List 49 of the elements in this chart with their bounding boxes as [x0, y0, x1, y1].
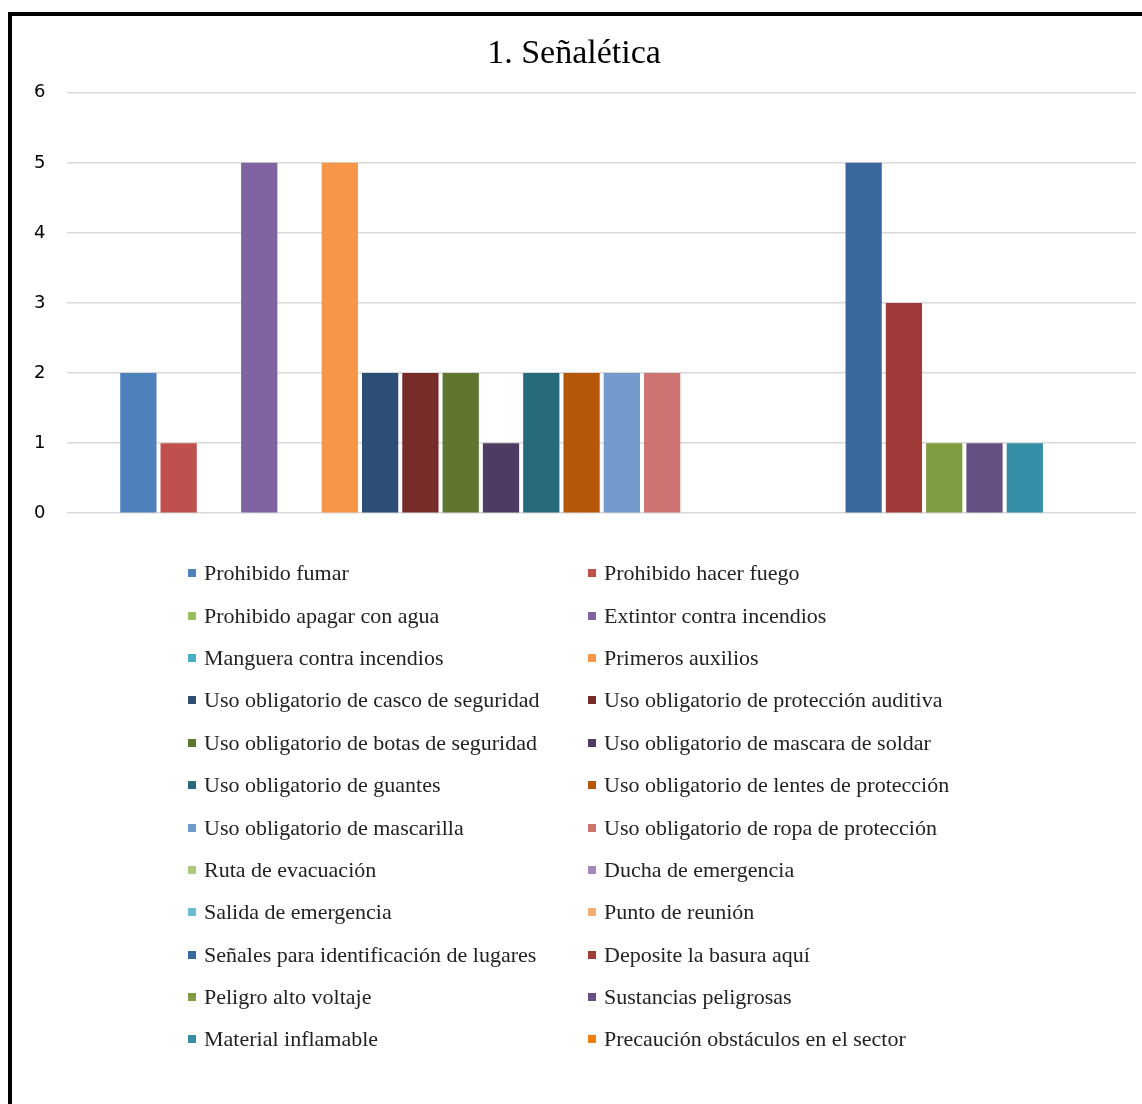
legend-label: Prohibido apagar con agua	[204, 602, 440, 629]
legend-label: Precaución obstáculos en el sector	[604, 1026, 906, 1053]
bar	[966, 443, 1003, 513]
bar	[442, 373, 479, 513]
y-tick-label: 3	[34, 290, 46, 312]
bar	[563, 373, 600, 513]
y-tick-label: 4	[34, 220, 46, 242]
y-tick-label: 1	[34, 430, 46, 452]
legend-label: Uso obligatorio de ropa de protección	[604, 814, 937, 841]
legend-label: Uso obligatorio de casco de seguridad	[204, 687, 540, 714]
legend-label: Prohibido fumar	[204, 560, 349, 587]
bar	[402, 373, 439, 513]
legend-label: Uso obligatorio de mascara de soldar	[604, 729, 931, 756]
y-tick-label: 5	[34, 150, 46, 172]
legend-label: Manguera contra incendios	[204, 644, 444, 671]
bar	[241, 162, 278, 513]
legend-label: Señales para identificación de lugares	[204, 941, 537, 968]
legend-label: Uso obligatorio de botas de seguridad	[204, 729, 537, 756]
y-tick-label: 2	[34, 360, 46, 382]
bar	[644, 373, 681, 513]
legend-label: Material inflamable	[204, 1026, 379, 1053]
legend-label: Primeros auxilios	[604, 644, 759, 671]
legend-label: Uso obligatorio de protección auditiva	[604, 687, 943, 714]
bar	[482, 443, 520, 513]
bar	[361, 373, 399, 513]
bar	[523, 373, 560, 513]
legend-label: Ruta de evacuación	[204, 856, 377, 883]
legend-label: Salida de emergencia	[204, 899, 392, 926]
bar	[160, 443, 197, 513]
bar	[845, 162, 882, 513]
legend-label: Ducha de emergencia	[604, 856, 795, 883]
bar	[120, 373, 157, 513]
legend-label: Prohibido hacer fuego	[604, 560, 800, 587]
y-tick-label: 6	[34, 80, 46, 102]
legend-label: Uso obligatorio de guantes	[204, 772, 441, 799]
legend-label: Deposite la basura aquí	[604, 941, 810, 968]
legend-label: Uso obligatorio de mascarilla	[204, 814, 464, 841]
chart-title: 1. Señalética	[487, 33, 661, 71]
legend-label: Sustancias peligrosas	[604, 984, 792, 1011]
y-tick-label: 0	[34, 500, 46, 522]
bar	[885, 303, 923, 513]
legend-label: Uso obligatorio de lentes de protección	[604, 772, 950, 799]
bar	[321, 162, 358, 513]
bar	[926, 443, 963, 513]
bar	[603, 373, 641, 513]
legend-label: Punto de reunión	[604, 899, 755, 926]
legend-label: Extintor contra incendios	[604, 602, 827, 629]
bar	[1006, 443, 1043, 513]
legend-label: Peligro alto voltaje	[204, 984, 372, 1011]
